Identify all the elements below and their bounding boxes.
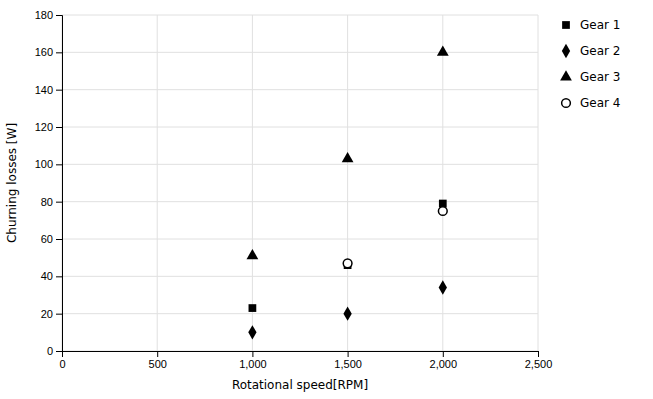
legend-label: Gear 1	[580, 18, 620, 32]
grid-line-x	[442, 15, 443, 351]
legend-symbol	[562, 44, 570, 58]
grid-line-y	[62, 276, 538, 277]
tick-label: 2,500	[525, 358, 553, 370]
tick-mark	[56, 202, 62, 203]
tick-mark	[56, 127, 62, 128]
tick: 1,500	[334, 351, 362, 370]
tick-label: 100	[35, 158, 53, 170]
tick: 2,000	[430, 351, 458, 370]
x-axis-title: Rotational speed[RPM]	[232, 378, 368, 392]
y-axis: 0 20 40 60 80 100 120 140 160 180	[35, 9, 63, 357]
tick: 160	[35, 46, 62, 58]
legend-item: Gear 3	[560, 70, 620, 84]
tick: 80	[41, 196, 62, 208]
point	[248, 325, 256, 339]
tick-mark	[56, 276, 62, 277]
grid-line-y	[62, 164, 538, 165]
tick: 0	[59, 351, 65, 370]
tick: 120	[35, 121, 62, 133]
series	[249, 200, 447, 312]
tick-mark	[56, 351, 62, 352]
tick-mark	[56, 239, 62, 240]
tick-label: 500	[149, 358, 167, 370]
x-axis: 0 500 1,000 1,500 2,000 2,500	[59, 351, 552, 370]
legend-item: Gear 1	[562, 18, 620, 32]
legend: Gear 1 Gear 2 Gear 3 Gear 4	[560, 18, 620, 110]
grid-line-y	[62, 313, 538, 314]
axis-line	[63, 352, 539, 358]
tick: 2,500	[525, 351, 553, 370]
point	[343, 306, 351, 320]
tick-label: 140	[35, 84, 53, 96]
series	[248, 280, 447, 339]
tick: 500	[149, 351, 167, 370]
grid-line-x	[347, 15, 348, 351]
grid-line-y	[62, 52, 538, 53]
tick-mark	[157, 351, 158, 357]
tick-label: 60	[41, 233, 53, 245]
tick-mark	[56, 15, 62, 16]
legend-label: Gear 2	[580, 44, 620, 58]
tick-label: 40	[41, 270, 53, 282]
tick-label: 0	[59, 358, 65, 370]
tick-mark	[56, 90, 62, 91]
tick: 0	[47, 345, 62, 357]
tick-mark	[56, 314, 62, 315]
y-axis-title: Churning losses [W]	[5, 123, 19, 243]
grid-line-y	[62, 89, 538, 90]
series	[343, 207, 447, 268]
grid-line-x	[538, 15, 539, 351]
tick-label: 160	[35, 46, 53, 58]
series	[247, 46, 449, 260]
tick-mark	[348, 351, 349, 357]
grid-line-y	[62, 15, 538, 16]
tick: 1,000	[239, 351, 267, 370]
tick: 60	[41, 233, 62, 245]
tick-label: 1,500	[334, 358, 362, 370]
tick: 140	[35, 84, 62, 96]
tick: 100	[35, 158, 62, 170]
tick-mark	[56, 52, 62, 53]
point	[342, 152, 354, 162]
tick-mark	[443, 351, 444, 357]
point	[438, 207, 447, 216]
legend-symbol	[562, 99, 571, 108]
point	[343, 259, 352, 268]
plot-area: 0 500 1,000 1,500 2,000 2,500 0 20 40 60 80 100 120 1…	[35, 9, 553, 370]
tick: 40	[41, 270, 62, 282]
tick-label: 2,000	[430, 358, 458, 370]
axis-line	[56, 16, 63, 352]
tick-label: 20	[41, 308, 53, 320]
legend-item: Gear 4	[562, 96, 621, 110]
tick-label: 120	[35, 121, 53, 133]
tick-label: 1,000	[239, 358, 267, 370]
tick-mark	[56, 164, 62, 165]
legend-item: Gear 2	[562, 44, 621, 58]
legend-symbol	[562, 21, 570, 29]
point	[437, 46, 449, 56]
tick-label: 180	[35, 9, 53, 21]
legend-symbol	[560, 70, 572, 80]
grid-line-x	[157, 15, 158, 351]
grid-line-y	[62, 201, 538, 202]
tick-label: 0	[47, 345, 53, 357]
tick: 20	[41, 308, 62, 320]
legend-label: Gear 3	[580, 70, 620, 84]
chart: 0 500 1,000 1,500 2,000 2,500 0 20 40 60 80 100 120 1…	[0, 0, 653, 399]
grid-line-y	[62, 239, 538, 240]
tick-label: 80	[41, 196, 53, 208]
grid	[62, 15, 538, 351]
points	[247, 46, 449, 340]
grid-line-y	[62, 127, 538, 128]
legend-label: Gear 4	[580, 96, 620, 110]
point	[247, 249, 259, 259]
tick-mark	[538, 351, 539, 357]
point	[249, 304, 257, 312]
grid-line-x	[252, 15, 253, 351]
tick-mark	[252, 351, 253, 357]
point	[439, 280, 447, 294]
tick: 180	[35, 9, 62, 21]
